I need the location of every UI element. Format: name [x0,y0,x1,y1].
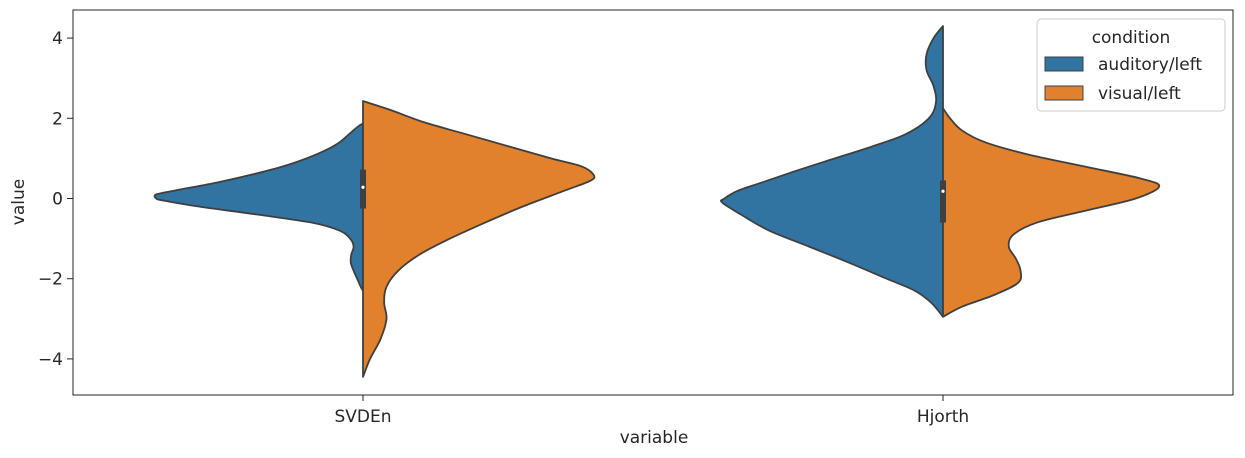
y-tick-label: 4 [52,29,63,49]
y-tick-label: −4 [38,350,63,370]
axes: variable value −4 −2 0 2 4 SVDEn Hjorth [9,9,1234,448]
x-tick-label: SVDEn [334,407,391,427]
box-iqr [360,169,366,209]
x-tick-label: Hjorth [917,407,969,427]
violin-svden-auditory-left [153,122,364,292]
y-tick-label: 0 [52,189,63,209]
box-median [941,189,945,193]
x-axis-label: variable [620,428,689,448]
y-axis-label: value [9,179,29,225]
legend-swatch [1044,85,1084,101]
box-median [361,185,365,189]
violin-hjorth-auditory-left [720,25,944,318]
legend: condition auditory/left visual/left [1036,18,1226,112]
violin-svden-visual-left [362,100,596,378]
legend-entry-label: auditory/left [1098,55,1202,75]
legend-swatch [1044,56,1084,72]
plot-area [153,25,1161,378]
y-tick-label: 2 [52,109,63,129]
violin-hjorth-visual-left [942,107,1161,318]
legend-frame [1036,18,1226,112]
plot-frame [72,9,1234,396]
y-tick-label: −2 [38,270,63,290]
box-iqr [940,180,946,223]
legend-entry-label: visual/left [1098,84,1181,104]
legend-title: condition [1092,28,1171,48]
